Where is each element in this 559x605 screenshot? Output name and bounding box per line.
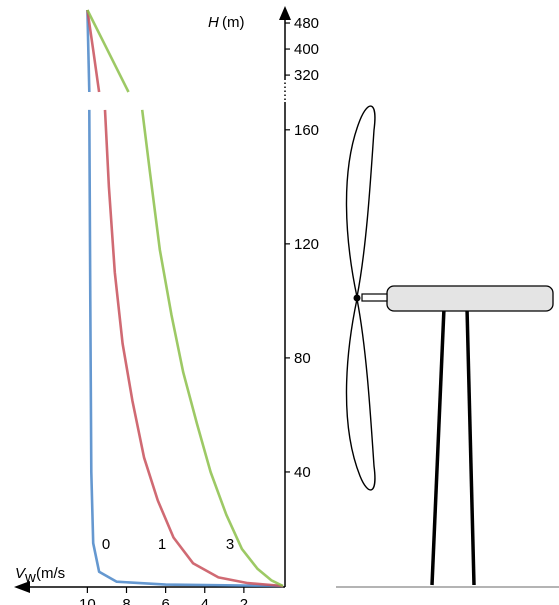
curve-label: 1: [158, 536, 166, 553]
profile-line: [89, 110, 283, 586]
y-tick-label: 320: [294, 67, 319, 84]
shaft: [362, 294, 387, 301]
figure: H (m) V w (m/s 3204004804080120160108642…: [0, 0, 559, 605]
x-unit: (m/s: [36, 565, 65, 582]
y-tick-label: 400: [294, 41, 319, 58]
blade: [346, 106, 374, 297]
y-tick-label: 480: [294, 15, 319, 32]
y-tick-label: 80: [294, 350, 311, 367]
axes: [28, 18, 285, 587]
x-tick-label: 6: [161, 596, 169, 605]
curve-label: 0: [102, 536, 110, 553]
y-tick-label: 160: [294, 122, 319, 139]
x-tick-label: 2: [240, 596, 248, 605]
x-tick-label: 4: [201, 596, 209, 605]
turbine: [336, 106, 559, 587]
blade: [346, 299, 374, 490]
y-label: H: [208, 14, 219, 31]
y-arrow: [279, 6, 291, 20]
y-unit: (m): [222, 14, 245, 31]
tower-leg: [467, 308, 474, 585]
y-tick-label: 40: [294, 464, 311, 481]
nacelle: [387, 286, 553, 311]
x-label-sub: w: [24, 569, 36, 586]
x-tick-label: 8: [122, 596, 130, 605]
hub: [354, 295, 360, 301]
x-tick-label: 10: [79, 596, 96, 605]
profile-line: [105, 110, 283, 586]
y-tick-label: 120: [294, 236, 319, 253]
tower-leg: [432, 308, 444, 585]
curve-label: 3: [226, 536, 234, 553]
